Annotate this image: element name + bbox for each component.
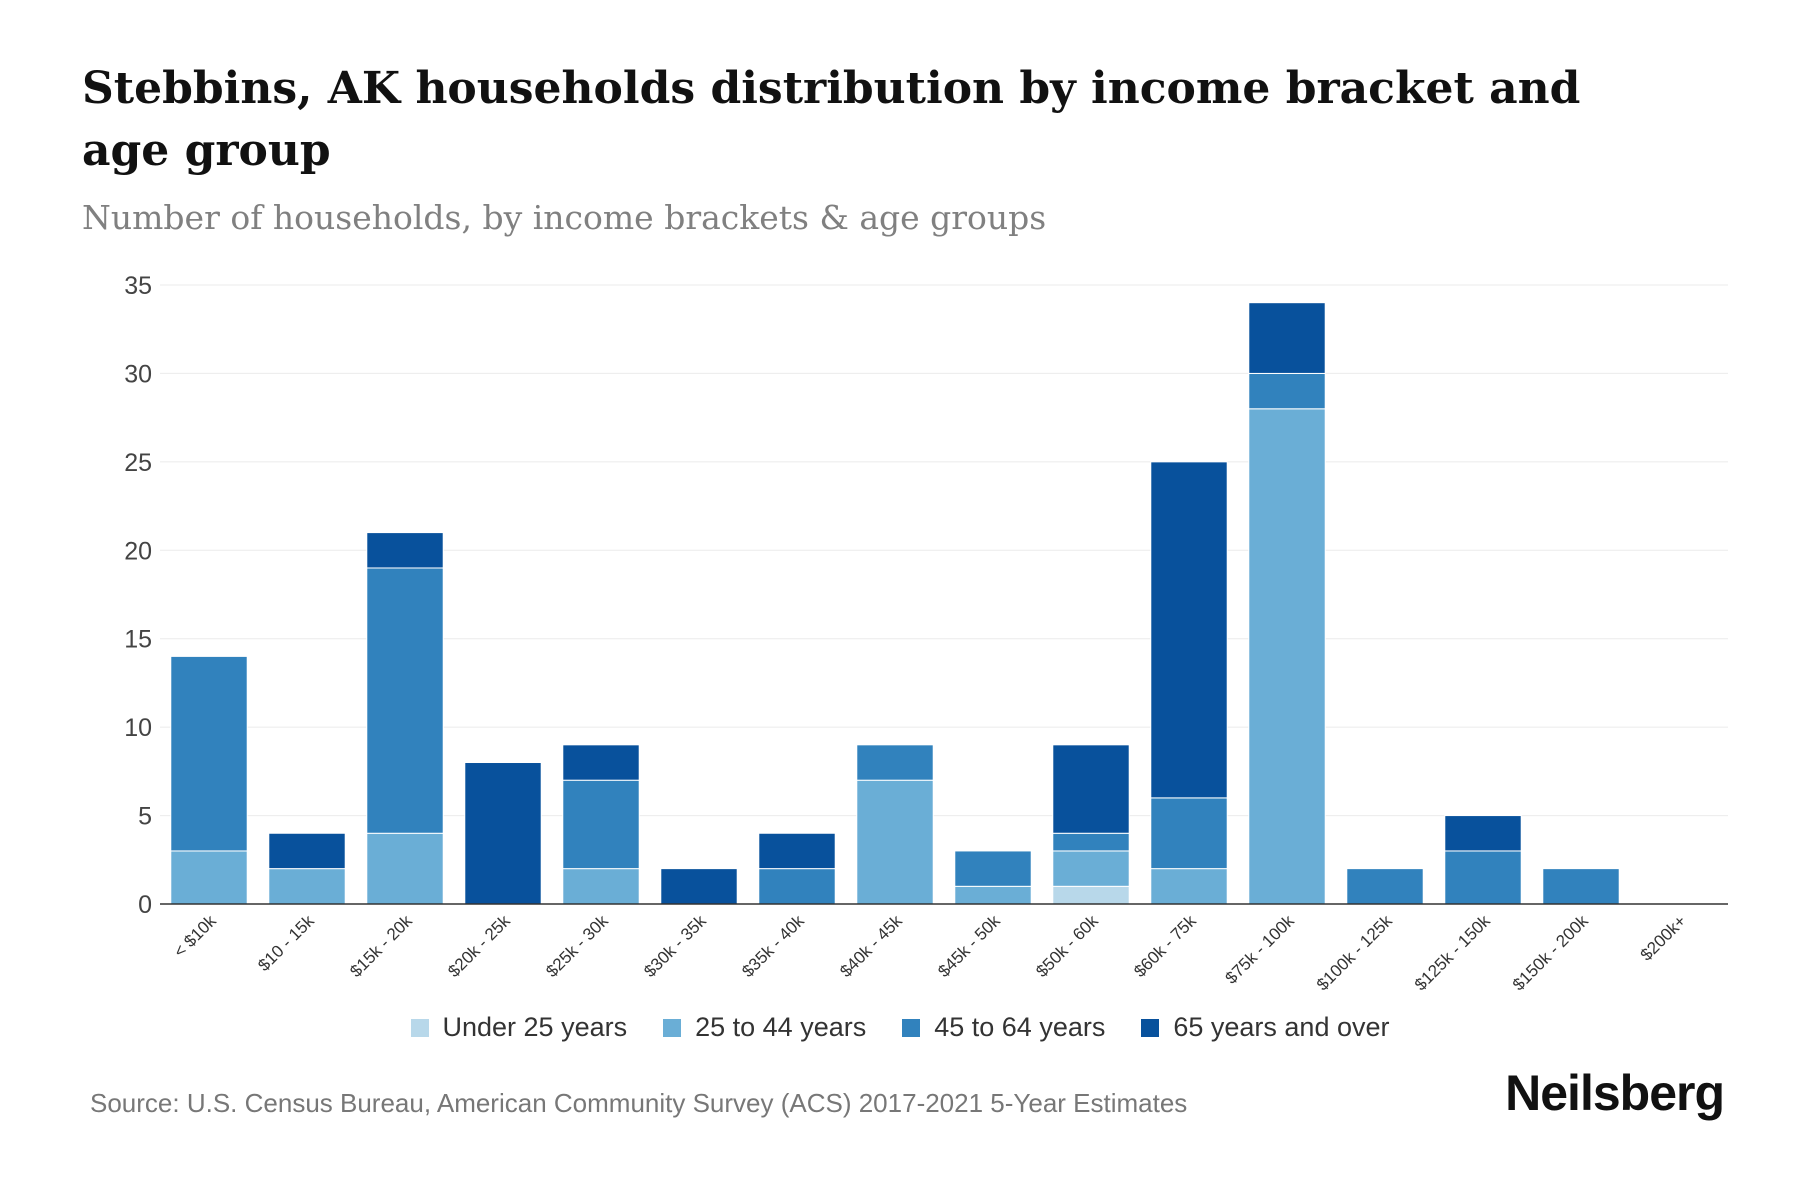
y-tick-label: 15 (124, 626, 152, 654)
legend-item: 65 years and over (1141, 1012, 1390, 1043)
bar-segment (1150, 797, 1228, 870)
x-tick-label: < $10k (170, 911, 220, 961)
y-tick-label: 10 (124, 714, 152, 742)
bars (170, 302, 1620, 905)
bar-segment (562, 868, 640, 905)
bar-segment (366, 532, 444, 569)
x-tick-label: $25k - 30k (542, 911, 612, 981)
x-tick-label: $45k - 50k (934, 911, 1004, 981)
bar-segment (170, 850, 248, 905)
bar-segment (562, 779, 640, 870)
legend-item: 45 to 64 years (902, 1012, 1105, 1043)
y-tick-label: 0 (138, 891, 152, 919)
x-axis-ticks: < $10k $10 - 15k $15k - 20k $20k - 25k $25k … (170, 911, 1690, 994)
y-tick-label: 25 (124, 449, 152, 477)
bar-segment (758, 832, 836, 870)
legend: Under 25 years 25 to 44 years 45 to 64 yea… (0, 1012, 1800, 1043)
bar-segment (1248, 372, 1326, 410)
source-note: Source: U.S. Census Bureau, American Com… (90, 1088, 1188, 1118)
bar-segment (366, 567, 444, 834)
bar-segment (660, 868, 738, 905)
brand-logo: Neilsberg (1505, 1065, 1725, 1121)
y-tick-label: 20 (124, 537, 152, 565)
x-tick-label: $35k - 40k (738, 911, 808, 981)
bar-segment (758, 868, 836, 905)
x-tick-label: $125k - 150k (1411, 911, 1494, 994)
bar-segment (1052, 885, 1130, 905)
legend-swatch (902, 1018, 921, 1037)
bar-segment (1444, 850, 1522, 905)
bar-segment (1052, 832, 1130, 852)
y-tick-label: 35 (124, 272, 152, 300)
bar-segment (562, 744, 640, 781)
bar-segment (1150, 868, 1228, 905)
bar-segment (1052, 850, 1130, 887)
x-tick-label: $150k - 200k (1509, 911, 1592, 994)
bar-segment (464, 762, 542, 905)
bar-segment (268, 832, 346, 870)
chart-canvas: 0 5 10 15 20 25 30 35 < $10k $10 - 15k $15k - 20k… (124, 272, 1728, 994)
legend-label: 45 to 64 years (934, 1012, 1106, 1042)
x-tick-label: $200k+ (1637, 911, 1690, 964)
bar-segment (1346, 868, 1424, 905)
bar-segment (1444, 815, 1522, 852)
bar-segment (366, 832, 444, 905)
legend-swatch (663, 1018, 682, 1037)
x-tick-label: $10 - 15k (254, 911, 318, 975)
x-tick-label: $75k - 100k (1222, 911, 1299, 988)
legend-label: 65 years and over (1173, 1012, 1390, 1042)
legend-label: 25 to 44 years (695, 1012, 867, 1042)
bar-segment (856, 744, 934, 781)
legend-swatch (410, 1018, 429, 1037)
y-axis-ticks: 0 5 10 15 20 25 30 35 (124, 272, 152, 919)
bar-segment (170, 655, 248, 852)
legend-item: 25 to 44 years (663, 1012, 866, 1043)
legend-label: Under 25 years (442, 1012, 628, 1042)
bar-segment (954, 850, 1032, 887)
bar-segment (954, 885, 1032, 905)
bar-segment (1052, 744, 1130, 834)
legend-swatch (1141, 1018, 1160, 1037)
x-tick-label: $100k - 125k (1313, 911, 1396, 994)
x-tick-label: $20k - 25k (444, 911, 514, 981)
bar-segment (268, 868, 346, 905)
chart-subtitle: Number of households, by income brackets… (82, 198, 1047, 237)
legend-item: Under 25 years (410, 1012, 628, 1043)
y-tick-label: 5 (138, 803, 152, 831)
x-tick-label: $60k - 75k (1130, 911, 1200, 981)
x-tick-label: $50k - 60k (1032, 911, 1102, 981)
bar-segment (1150, 461, 1228, 799)
bar-segment (1542, 868, 1620, 905)
x-tick-label: $15k - 20k (346, 911, 416, 981)
x-tick-label: $30k - 35k (640, 911, 710, 981)
y-tick-label: 30 (124, 360, 152, 388)
chart-title: Stebbins, AK households distribution by … (82, 63, 1581, 176)
bar-segment (856, 779, 934, 905)
bar-segment (1248, 302, 1326, 374)
x-tick-label: $40k - 45k (836, 911, 906, 981)
bar-segment (1248, 408, 1326, 905)
